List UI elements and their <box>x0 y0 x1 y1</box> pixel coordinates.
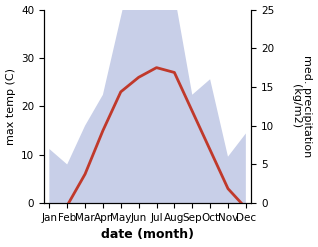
Y-axis label: max temp (C): max temp (C) <box>5 68 16 145</box>
Y-axis label: med. precipitation
(kg/m2): med. precipitation (kg/m2) <box>291 55 313 158</box>
X-axis label: date (month): date (month) <box>101 228 194 242</box>
